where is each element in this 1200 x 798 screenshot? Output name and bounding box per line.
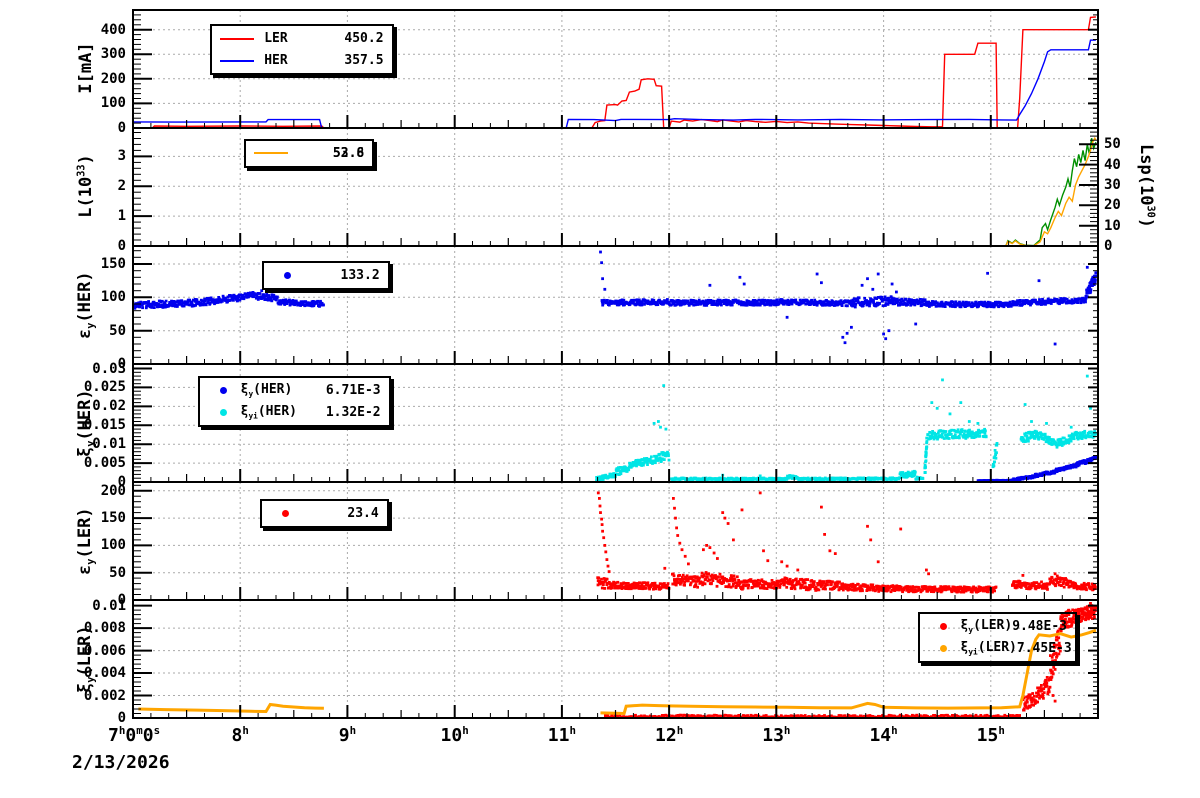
x-tick-label: 8h — [231, 724, 249, 746]
panel-beam-beam-her — [132, 363, 1099, 483]
x-tick-label: 13h — [762, 724, 791, 746]
panel-beam-current — [132, 9, 1099, 129]
y-tick-label: 50 — [109, 322, 126, 339]
y-tick-label: 3 — [117, 148, 126, 165]
y-tick-label-right: 20 — [1104, 197, 1121, 214]
y-tick-label: 50 — [109, 564, 126, 581]
y-tick-label: 0 — [117, 592, 126, 608]
axis-title-beam-beam-her: ξy(HER) — [74, 389, 98, 457]
y-tick-label: 0.015 — [83, 417, 126, 434]
y-tick-label: 0.002 — [83, 687, 126, 704]
panel-luminosity — [132, 127, 1099, 247]
y-tick-label: 0.008 — [83, 620, 126, 637]
axis-title-right-luminosity: Lsp(1030) — [1136, 144, 1156, 228]
y-tick-label-right: 50 — [1104, 136, 1121, 153]
y-tick-label: 0.01 — [92, 436, 126, 453]
axis-title-luminosity: L(1033) — [76, 154, 96, 218]
y-tick-label: 0 — [117, 474, 126, 490]
y-tick-label: 100 — [100, 537, 126, 554]
y-tick-label: 400 — [100, 21, 126, 38]
y-tick-label: 0 — [117, 356, 126, 372]
y-tick-label-right: 30 — [1104, 176, 1121, 193]
x-tick-label: 14h — [869, 724, 898, 746]
x-tick-label: 10h — [440, 724, 469, 746]
y-tick-label: 200 — [100, 70, 126, 87]
y-tick-label: 200 — [100, 482, 126, 499]
y-tick-label: 0 — [117, 120, 126, 136]
y-tick-label-right: 40 — [1104, 156, 1121, 173]
axis-title-beam-current: I[mA] — [76, 42, 96, 94]
y-tick-label: 0.006 — [83, 642, 126, 659]
y-tick-label: 0 — [117, 238, 126, 254]
panel-emittance-her — [132, 245, 1099, 365]
y-tick-label: 0.005 — [83, 455, 126, 472]
y-tick-label: 0.025 — [83, 379, 126, 396]
y-tick-label: 300 — [100, 46, 126, 63]
y-tick-label: 0.02 — [92, 398, 126, 415]
y-tick-label: 100 — [100, 289, 126, 306]
y-tick-label: 0.01 — [92, 597, 126, 614]
axis-title-beam-beam-ler: ξy(LER) — [74, 625, 98, 693]
panel-beam-beam-ler — [132, 599, 1099, 719]
date-label: 2/13/2026 — [72, 752, 170, 773]
y-tick-label: 0.03 — [92, 360, 126, 377]
x-tick-label: 11h — [547, 724, 576, 746]
axis-title-emittance-her: εy(HER) — [74, 271, 98, 339]
x-tick-label-start: 7h0m0s — [108, 724, 161, 746]
y-tick-label-right: 0 — [1104, 238, 1113, 254]
y-tick-label: 2 — [117, 178, 126, 195]
axis-title-emittance-ler: εy(LER) — [74, 507, 98, 575]
y-tick-label-right: 10 — [1104, 217, 1121, 234]
y-tick-label: 150 — [100, 256, 126, 272]
x-tick-label: 12h — [655, 724, 684, 746]
panel-emittance-ler — [132, 481, 1099, 601]
y-tick-label: 0 — [117, 710, 126, 726]
x-tick-label: 9h — [338, 724, 357, 746]
y-tick-label: 150 — [100, 510, 126, 527]
x-tick-label: 15h — [976, 724, 1005, 746]
y-tick-label: 1 — [117, 208, 126, 225]
y-tick-label: 0.004 — [83, 665, 126, 682]
y-tick-label: 100 — [100, 95, 126, 112]
